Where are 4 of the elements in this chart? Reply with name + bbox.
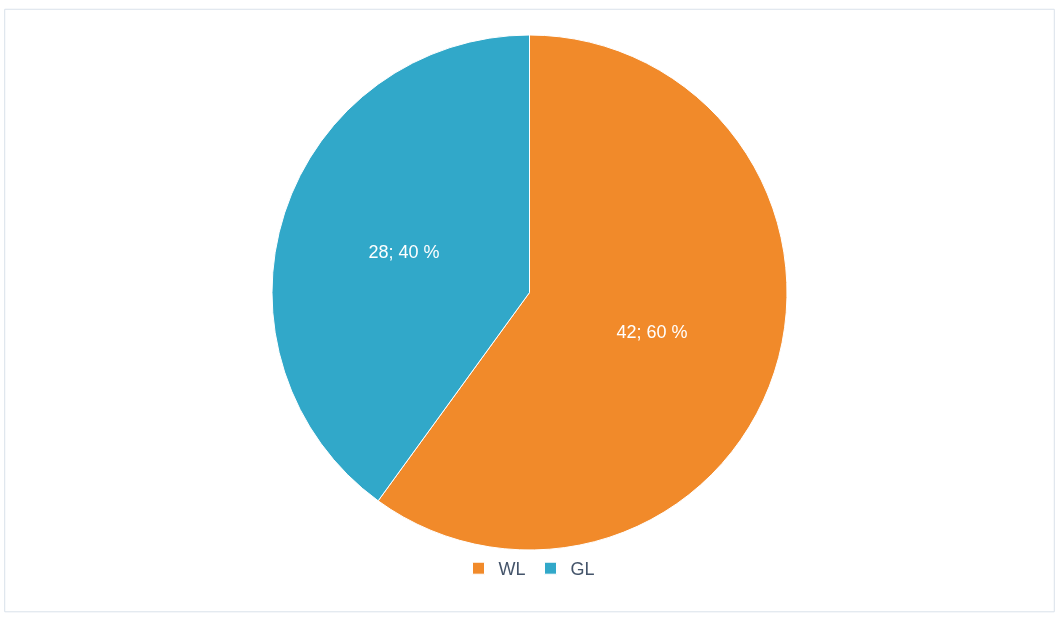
legend-label: WL	[498, 559, 526, 580]
data-label: 28; 40 %	[368, 241, 440, 262]
legend-label: GL	[570, 559, 595, 580]
data-label: 42; 60 %	[616, 322, 688, 343]
